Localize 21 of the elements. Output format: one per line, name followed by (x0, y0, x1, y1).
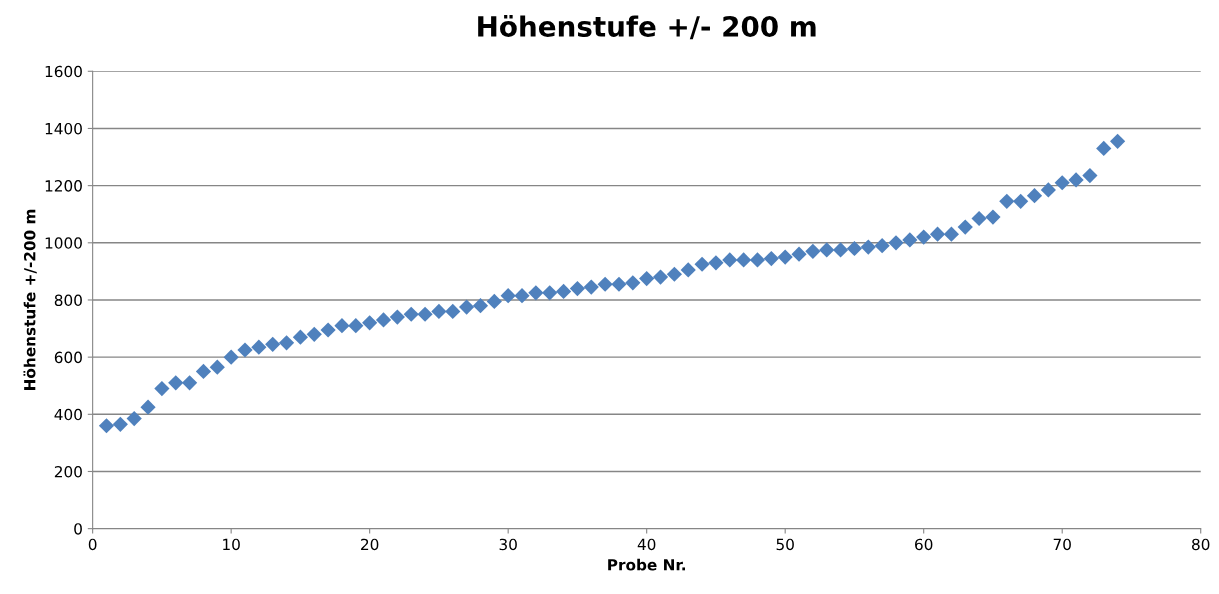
x-tick-label: 0 (88, 538, 97, 551)
x-tick-label: 40 (637, 538, 656, 551)
y-tick-label: 1200 (45, 180, 82, 192)
y-tick-label: 200 (54, 465, 82, 478)
x-tick-label: 10 (223, 538, 240, 551)
y-tick-label: 0 (74, 523, 82, 535)
x-tick-label: 30 (499, 538, 517, 551)
y-tick-label: 600 (54, 351, 82, 364)
y-tick-label: 1600 (45, 65, 82, 78)
x-tick-label: 50 (776, 538, 794, 551)
y-tick-label: 1000 (45, 237, 82, 249)
x-tick-label: 70 (1053, 538, 1071, 551)
y-axis-title: Höhenstufe +/-200 m (23, 209, 37, 390)
x-tick-label: 80 (1192, 538, 1210, 551)
x-tick-label: 60 (915, 538, 933, 551)
y-tick-label: 1400 (45, 122, 82, 135)
y-tick-label: 400 (54, 408, 82, 421)
x-axis-title: Probe Nr. (608, 558, 686, 571)
x-tick-label: 20 (361, 538, 379, 551)
chart-title: Höhenstufe +/- 200 m (478, 15, 816, 40)
y-tick-label: 800 (54, 294, 82, 306)
